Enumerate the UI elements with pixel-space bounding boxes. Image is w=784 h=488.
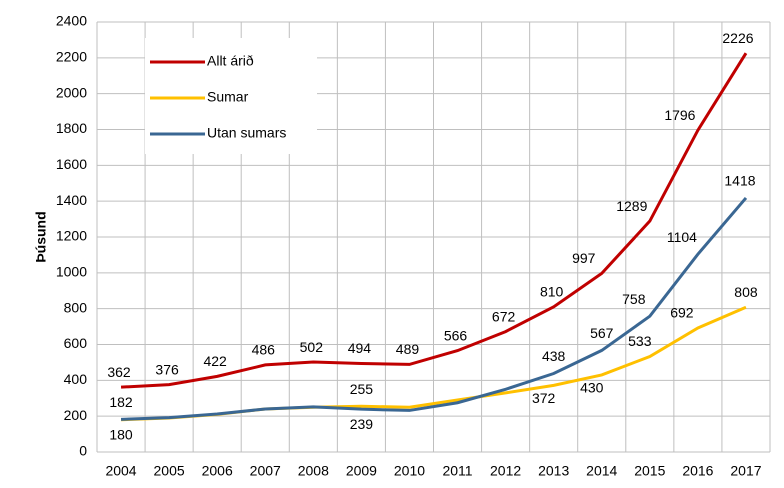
x-tick-label: 2013 [538, 463, 569, 479]
x-tick-label: 2006 [202, 463, 233, 479]
data-label: 997 [572, 250, 596, 266]
data-label: 810 [540, 284, 564, 300]
x-tick-label: 2010 [394, 463, 425, 479]
data-label: 422 [203, 353, 227, 369]
y-tick-label: 2000 [56, 84, 87, 100]
y-tick-label: 1000 [56, 264, 87, 280]
y-axis-label: Þúsund [33, 211, 49, 262]
x-tick-label: 2009 [346, 463, 377, 479]
data-label: 438 [542, 348, 566, 364]
y-tick-label: 600 [64, 335, 88, 351]
data-label: 808 [734, 284, 758, 300]
data-label: 758 [622, 291, 646, 307]
data-label: 362 [107, 364, 131, 380]
data-label: 672 [492, 308, 516, 324]
data-label: 372 [532, 390, 556, 406]
data-label: 1289 [616, 198, 647, 214]
y-tick-label: 2200 [56, 49, 87, 65]
data-label: 533 [628, 333, 652, 349]
data-label: 239 [350, 416, 374, 432]
y-tick-label: 1400 [56, 192, 87, 208]
legend-label: Utan sumars [207, 125, 286, 141]
x-tick-label: 2017 [730, 463, 761, 479]
y-tick-label: 1800 [56, 120, 87, 136]
data-label: 494 [348, 340, 372, 356]
legend-label: Sumar [207, 89, 249, 105]
data-label: 566 [444, 327, 468, 343]
x-tick-label: 2005 [154, 463, 185, 479]
line-series [120, 52, 748, 389]
y-tick-label: 0 [79, 443, 87, 459]
y-tick-label: 1600 [56, 156, 87, 172]
data-label: 182 [109, 394, 133, 410]
x-tick-label: 2011 [442, 463, 472, 479]
data-label: 1418 [724, 173, 755, 189]
data-label: 1104 [667, 229, 697, 245]
data-label: 489 [396, 341, 420, 357]
y-tick-label: 200 [64, 407, 88, 423]
y-tick-label: 1200 [56, 228, 87, 244]
data-label: 692 [670, 305, 694, 321]
x-tick-label: 2004 [105, 463, 136, 479]
line-series [120, 196, 748, 421]
data-label: 376 [155, 361, 179, 377]
x-tick-label: 2014 [586, 463, 617, 479]
y-tick-label: 2400 [56, 13, 87, 29]
data-label: 180 [109, 426, 133, 442]
x-tick-label: 2007 [250, 463, 281, 479]
data-label: 567 [590, 325, 614, 341]
x-tick-label: 2012 [490, 463, 521, 479]
x-tick-label: 2015 [634, 463, 665, 479]
x-tick-label: 2016 [682, 463, 713, 479]
data-label: 430 [580, 380, 604, 396]
x-tick-label: 2008 [298, 463, 329, 479]
data-label: 486 [252, 342, 276, 358]
data-label: 1796 [664, 107, 695, 123]
data-label: 2226 [722, 30, 753, 46]
data-label: 502 [300, 339, 324, 355]
y-tick-label: 400 [64, 371, 88, 387]
data-label: 255 [350, 381, 374, 397]
y-tick-label: 800 [64, 299, 88, 315]
legend-label: Allt árið [207, 53, 254, 69]
